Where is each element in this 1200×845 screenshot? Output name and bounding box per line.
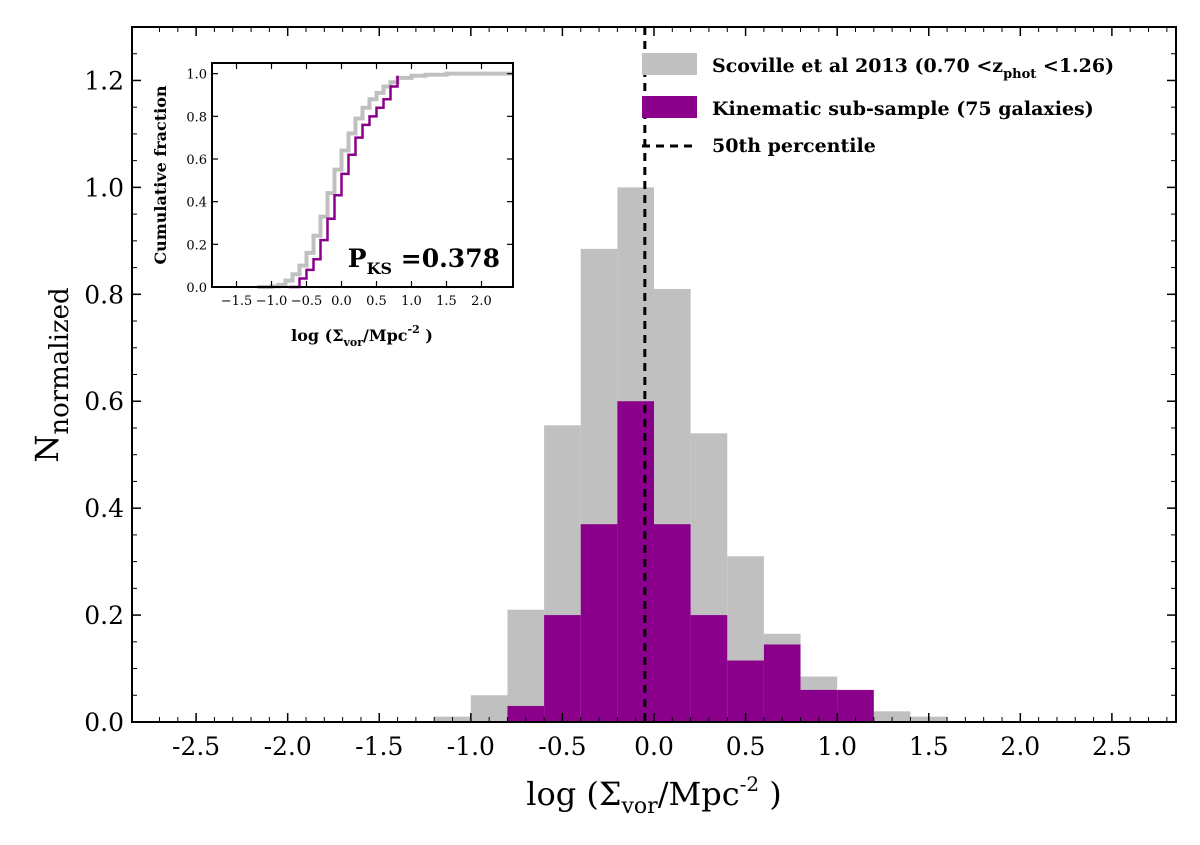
x-tick-label: -1.5 xyxy=(355,732,403,761)
inset-cdf-lines xyxy=(257,71,513,289)
x-axis-title: log (Σvor/Mpc-2 ) xyxy=(526,772,782,819)
inset: −1.5 −1.0 −0.5 0.0 0.5 1.0 1.5 2.0 0.0 0.2 0.4 0.6 0… xyxy=(151,62,514,349)
y-tick-label: 0.4 xyxy=(84,494,124,523)
main-axis-ticks: -2.5 -2.0 -1.5 -1.0 -0.5 0.0 0.5 1.0 1.5 2.0 2.5 0.… xyxy=(84,27,1176,761)
x-tick-label: 1.5 xyxy=(909,732,949,761)
hist-bar-series-1-bin-9 xyxy=(837,689,874,722)
inset-x-tick-label: 0.5 xyxy=(366,294,387,309)
inset-y-axis-title: Cumulative fraction xyxy=(151,85,170,264)
inset-y-tick-label: 0.2 xyxy=(186,238,207,253)
y-tick-label: 1.2 xyxy=(84,66,124,95)
hist-bar-series-0-bin-12 xyxy=(873,711,911,722)
inset-x-tick-label: 0.0 xyxy=(331,294,352,309)
inset-y-tick-label: 0.8 xyxy=(186,110,207,125)
y-axis-title: Nnormalized xyxy=(28,287,75,462)
y-tick-label: 0.2 xyxy=(84,601,124,630)
legend: Scoville et al 2013 (0.70 <zphot <1.26) … xyxy=(642,53,1114,157)
inset-x-tick-label: 1.5 xyxy=(436,294,457,309)
inset-cdf-series-1 xyxy=(289,75,399,289)
inset-y-tick-label: 0.6 xyxy=(186,153,207,168)
inset-x-tick-label: −1.5 xyxy=(221,294,253,309)
x-tick-label: -2.5 xyxy=(172,732,220,761)
inset-x-tick-label: −1.0 xyxy=(256,294,288,309)
x-tick-label: -1.0 xyxy=(447,732,495,761)
legend-swatch-kinematic xyxy=(642,96,697,118)
legend-label-kinematic: Kinematic sub-sample (75 galaxies) xyxy=(712,98,1094,120)
x-tick-label: 2.5 xyxy=(1092,732,1132,761)
inset-y-tick-label: 1.0 xyxy=(186,68,207,83)
x-tick-label: 0.0 xyxy=(634,732,674,761)
hist-bar-series-1-bin-5 xyxy=(690,615,728,722)
hist-bar-series-1-bin-2 xyxy=(580,524,618,722)
hist-bar-series-1-bin-4 xyxy=(654,524,691,722)
x-tick-label: 0.5 xyxy=(726,732,766,761)
inset-x-tick-label: 1.0 xyxy=(401,294,422,309)
inset-background xyxy=(212,63,513,287)
x-tick-label: 1.0 xyxy=(817,732,857,761)
legend-swatch-scoville xyxy=(642,53,697,75)
hist-bar-series-1-bin-3 xyxy=(617,401,654,722)
legend-label-median: 50th percentile xyxy=(712,135,876,157)
inset-y-tick-label: 0.0 xyxy=(186,281,207,296)
inset-axis-ticks: −1.5 −1.0 −0.5 0.0 0.5 1.0 1.5 2.0 0.0 0.2 0.4 0.6 0… xyxy=(186,63,513,309)
hist-bar-series-1-bin-0 xyxy=(507,705,545,722)
hist-bar-series-1-bin-1 xyxy=(544,615,581,722)
inset-x-tick-label: −0.5 xyxy=(291,294,323,309)
x-tick-label: -2.0 xyxy=(264,732,312,761)
inset-y-tick-label: 0.4 xyxy=(186,196,207,211)
hist-bar-series-1-bin-8 xyxy=(800,689,838,722)
y-tick-label: 1.0 xyxy=(84,173,124,202)
main-histogram-bars xyxy=(434,187,948,722)
legend-label-scoville: Scoville et al 2013 (0.70 <zphot <1.26) xyxy=(712,55,1114,82)
inset-plot-frame xyxy=(211,62,514,288)
hist-bar-series-1-bin-6 xyxy=(727,660,764,722)
inset-x-axis-title: log (Σvor/Mpc-2 ) xyxy=(291,323,433,349)
y-tick-label: 0.8 xyxy=(84,280,124,309)
y-tick-label: 0.6 xyxy=(84,387,124,416)
hist-bar-series-0-bin-2 xyxy=(507,609,545,722)
hist-bar-series-1-bin-7 xyxy=(763,644,801,722)
y-tick-label: 0.0 xyxy=(84,708,124,737)
ks-annotation: PKS =0.378 xyxy=(348,244,500,278)
x-tick-label: -0.5 xyxy=(538,732,586,761)
inset-x-tick-label: 2.0 xyxy=(471,294,492,309)
x-tick-label: 2.0 xyxy=(1000,732,1040,761)
